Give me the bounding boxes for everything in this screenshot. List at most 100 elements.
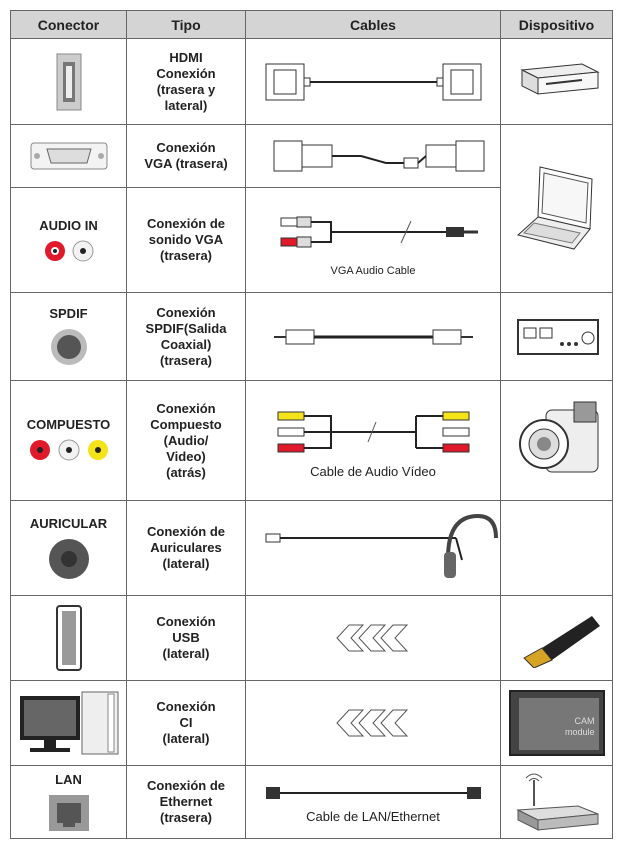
icon-shape [539, 327, 552, 338]
icon-shape [541, 616, 600, 660]
hdmi-cable-icon [265, 63, 481, 100]
icon-shape [277, 443, 304, 453]
icon-shape [358, 709, 387, 737]
type-line: (trasera) [159, 248, 213, 263]
icon-shape [79, 247, 86, 254]
type-cell: Conexión de Auriculares (lateral) [126, 500, 246, 596]
cable-cell [245, 500, 501, 596]
headphone-cable-icon [265, 513, 498, 578]
icon-shape [33, 153, 40, 159]
icon-shape [280, 237, 297, 247]
av-cable-icon [277, 411, 469, 453]
router-icon [515, 773, 598, 831]
type-line: (atrás) [166, 464, 206, 480]
spdif-jack-icon [50, 329, 87, 365]
insert-arrows-icon [336, 709, 409, 737]
connector-cell: AUDIO IN [10, 187, 127, 293]
connector-label: LAN [55, 771, 82, 787]
icon-shape [61, 611, 76, 665]
cam-module: CAM module [508, 690, 605, 756]
dvd-player-icon [519, 62, 600, 95]
type-line: Auriculares [150, 540, 222, 555]
icon-shape [280, 217, 297, 227]
type-line: (lateral) [162, 731, 210, 746]
row: COMPUESTO Conexión Compuesto (Audio/Video)… [10, 380, 613, 501]
icon-shape [540, 171, 589, 224]
cable-cell [245, 292, 501, 381]
lan-port-icon [48, 794, 89, 831]
header-cell: Tipo [126, 10, 246, 39]
row: Conexión USB (lateral) [10, 595, 613, 681]
cable-caption: Cable de LAN/Ethernet [306, 808, 440, 824]
connector-label: COMPUESTO [26, 417, 111, 432]
coaxial-cable-icon [273, 329, 473, 344]
connector-label: SPDIF [49, 306, 88, 321]
icon-shape [45, 148, 92, 164]
icon-shape [65, 447, 72, 453]
icon-shape [303, 77, 310, 86]
icon-shape [36, 447, 43, 453]
header-cell: Conector [10, 10, 127, 39]
icon-shape [301, 144, 332, 168]
icon-shape [573, 341, 578, 346]
icon-shape [400, 220, 411, 244]
device-cell [500, 595, 613, 681]
cam-module-face: CAM module [518, 698, 599, 750]
hdmi-port-icon [56, 53, 81, 110]
row: Conexión CI (lateral) CAM module [10, 680, 613, 766]
icon-shape [265, 533, 281, 543]
laptop-icon [516, 165, 593, 250]
icon-shape [43, 740, 56, 748]
cable-cell: VGA Audio Cable [245, 187, 501, 293]
icon-shape [277, 411, 304, 421]
vga-port-icon [30, 142, 107, 170]
type-line: sonido VGA [148, 232, 224, 247]
usb-stick-icon [522, 616, 600, 668]
icon-shape [380, 624, 409, 652]
type-line: Conexión [156, 140, 216, 155]
type-line: lateral) [164, 97, 208, 113]
type-cell: Conexión USB (lateral) [126, 595, 246, 681]
icon-shape [336, 709, 365, 737]
icon-shape [56, 802, 81, 827]
cable-cell: Cable de Audio Vídeo [245, 380, 501, 501]
icon-shape [523, 327, 536, 338]
icon-shape [444, 552, 456, 578]
row: HDMI Conexión (trasera y lateral) [10, 38, 613, 125]
cable-cell: Cable de LAN/Ethernet [245, 765, 501, 839]
icon-shape [265, 786, 280, 799]
connector-cell [10, 680, 127, 766]
icon-shape [303, 415, 443, 449]
icon-shape [517, 809, 538, 831]
icon-shape [545, 78, 582, 85]
cable-cell [245, 38, 501, 125]
type-line: USB [172, 630, 200, 645]
connector-cell: AURICULAR [10, 500, 127, 596]
type-line: Conexión de [146, 778, 225, 793]
lan-cable-icon [265, 786, 481, 799]
icon-shape [56, 335, 81, 359]
icon-shape [455, 140, 484, 172]
icon-shape [573, 401, 596, 422]
type-line: HDMI [169, 49, 203, 65]
icon-shape [522, 221, 581, 244]
icon-shape [436, 77, 443, 86]
icon-shape [358, 624, 387, 652]
cable-cell [245, 595, 501, 681]
type-cell: Conexión VGA (trasera) [126, 124, 246, 188]
icon-shape [273, 140, 302, 172]
connector-cell: SPDIF [10, 292, 127, 381]
composite-jacks-icon [29, 439, 108, 461]
icon-shape [380, 709, 409, 737]
row: Conexión VGA (trasera) [10, 124, 613, 293]
icon-shape [522, 647, 553, 668]
type-cell: Conexión Compuesto (Audio/Video) (atrás) [126, 380, 246, 501]
icon-shape [296, 216, 311, 228]
type-line: (trasera) [159, 810, 213, 825]
row: LAN Conexión de Ethernet (trasera) Cable d… [10, 765, 613, 839]
type-line: Video) [166, 448, 206, 464]
icon-shape [425, 144, 456, 168]
type-line: Ethernet [159, 794, 213, 809]
icon-shape [416, 155, 427, 164]
